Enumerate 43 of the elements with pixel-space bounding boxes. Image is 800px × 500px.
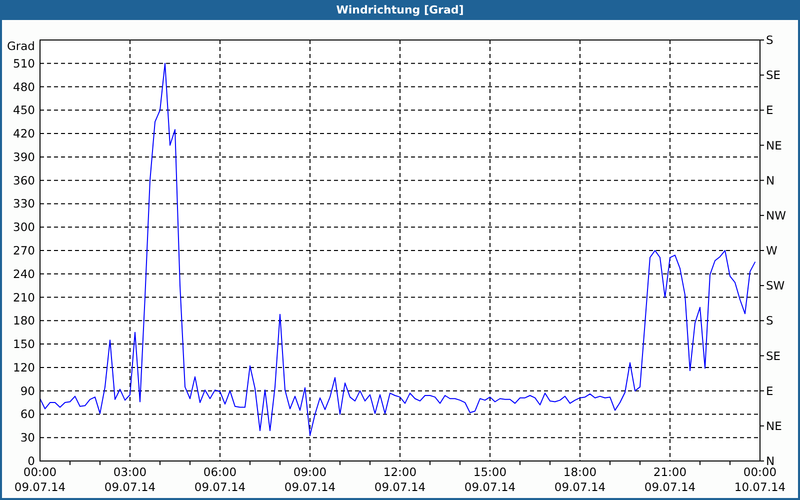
- category-label: W: [766, 244, 778, 258]
- y-tick-label: 510: [13, 56, 35, 70]
- y-tick-label: 120: [13, 360, 35, 374]
- category-label: N: [766, 173, 775, 188]
- y-tick-label: 360: [13, 173, 35, 188]
- x-tick-label: 00:00 09.07.14: [14, 465, 66, 494]
- y-tick-label: 60: [20, 407, 35, 422]
- x-tick-label: 21:00 09.07.14: [644, 465, 696, 494]
- category-label: N: [766, 454, 775, 468]
- y-tick-label: 330: [13, 196, 35, 211]
- category-label: SE: [766, 68, 781, 82]
- y-tick-label: 450: [13, 103, 35, 118]
- y-tick-label: 480: [13, 80, 35, 94]
- x-tick-label: 15:00 09.07.14: [464, 465, 516, 494]
- y-tick-label: 390: [13, 150, 35, 164]
- y-axis-title: Grad: [7, 39, 35, 53]
- y-tick-label: 210: [13, 290, 35, 304]
- y-tick-label: 30: [20, 430, 35, 445]
- y-tick-label: 0: [28, 454, 35, 468]
- category-label: E: [766, 103, 774, 118]
- category-label: SW: [766, 278, 785, 293]
- line-series: [40, 62, 756, 436]
- x-tick-label: 06:00 09.07.14: [194, 465, 246, 494]
- y-tick-label: 300: [13, 220, 35, 234]
- chart-title: Windrichtung [Grad]: [336, 4, 464, 16]
- category-label: S: [766, 314, 774, 328]
- x-tick-label: 00:00 10.07.14: [734, 465, 786, 494]
- y-tick-label: 420: [13, 126, 35, 141]
- y-tick-label: 240: [13, 266, 35, 281]
- category-label: NW: [766, 208, 786, 222]
- y-tick-label: 150: [13, 337, 35, 352]
- x-tick-label: 03:00 09.07.14: [104, 465, 156, 494]
- x-tick-label: 18:00 09.07.14: [554, 465, 606, 494]
- category-label: E: [766, 384, 774, 398]
- x-tick-label: 12:00 09.07.14: [374, 465, 426, 494]
- y-tick-label: 90: [20, 384, 35, 398]
- category-label: S: [766, 33, 774, 47]
- y-tick-label: 270: [13, 244, 35, 258]
- y-tick-label: 180: [13, 314, 35, 328]
- category-label: NE: [766, 138, 782, 152]
- x-tick-label: 09:00 09.07.14: [284, 465, 336, 494]
- category-label: SE: [766, 348, 781, 363]
- category-label: NE: [766, 418, 782, 433]
